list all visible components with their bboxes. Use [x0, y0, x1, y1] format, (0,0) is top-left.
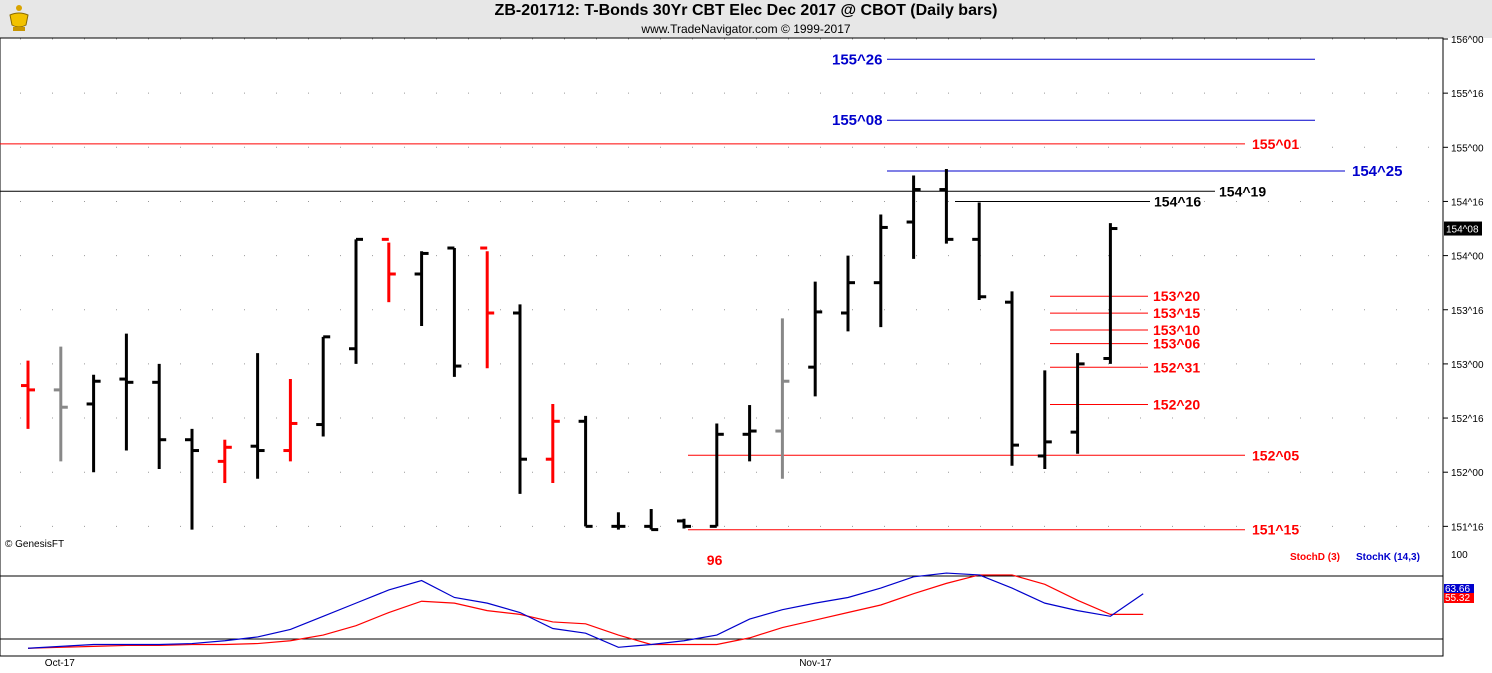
ohlc-bars	[21, 168, 1118, 532]
chart-labels: © GenesisFT 96 154^08	[5, 221, 1482, 568]
stoch-value-box	[1444, 584, 1474, 594]
ohlc-bar	[250, 353, 265, 479]
stoch-legend-label: StochD (3)	[1290, 552, 1340, 563]
ohlc-bar	[742, 405, 757, 462]
ohlc-bar	[1005, 291, 1019, 466]
watermark: © GenesisFT	[5, 539, 64, 550]
ohlc-bar	[86, 374, 101, 473]
stoch-value-box	[1444, 593, 1474, 603]
ohlc-bar	[808, 281, 823, 397]
ohlc-bar	[316, 335, 331, 437]
ohlc-bar	[480, 246, 495, 369]
ohlc-bar	[644, 509, 659, 532]
level-label: 155^26	[832, 51, 882, 68]
x-tick-label: Oct-17	[45, 658, 75, 669]
ohlc-bar	[381, 237, 396, 303]
stoch-value-label: 63.66	[1445, 584, 1470, 595]
level-label: 154^19	[1219, 183, 1266, 199]
y-tick-label: 155^00	[1451, 143, 1484, 154]
chart-subtitle: www.TradeNavigator.com © 1999-2017	[641, 22, 851, 36]
last-price-label: 154^08	[1446, 225, 1479, 236]
y-tick-label: 153^16	[1451, 306, 1484, 317]
y-tick-label: 155^16	[1451, 89, 1484, 100]
x-tick-label: Nov-17	[799, 658, 832, 669]
ohlc-bar	[119, 333, 134, 451]
level-label: 151^15	[1252, 522, 1299, 538]
stoch-line	[27, 574, 1144, 649]
ohlc-bar	[841, 255, 855, 332]
level-label: 152^31	[1153, 359, 1200, 375]
y-tick-label: 151^16	[1451, 522, 1484, 533]
last-price-box	[1444, 221, 1482, 236]
stoch-line	[27, 572, 1144, 649]
level-label: 153^06	[1153, 336, 1200, 352]
y-tick-label: 154^00	[1451, 252, 1484, 263]
stoch-y-tick-label: 100	[1451, 550, 1468, 561]
ohlc-bar	[513, 304, 527, 494]
ohlc-bar	[283, 379, 298, 462]
ohlc-bar	[349, 237, 363, 364]
ohlc-bar	[217, 439, 232, 484]
level-label: 153^15	[1153, 305, 1200, 321]
ohlc-bar	[775, 318, 790, 479]
ohlc-bar	[873, 214, 888, 328]
annotation-label: 96	[707, 552, 723, 568]
level-label: 153^20	[1153, 288, 1200, 304]
ohlc-bar	[185, 428, 199, 530]
ohlc-bar	[972, 202, 987, 301]
y-tick-label: 156^00	[1451, 35, 1484, 46]
ohlc-bar	[152, 363, 167, 469]
y-tick-label: 152^00	[1451, 468, 1484, 479]
ohlc-bar	[611, 512, 626, 530]
ohlc-bar	[578, 415, 593, 528]
ohlc-bar	[939, 168, 954, 244]
level-label: 155^01	[1252, 136, 1299, 152]
level-label: 153^10	[1153, 322, 1200, 338]
level-label: 152^20	[1153, 397, 1200, 413]
axes: 156^00 155^16 155^00 154^16 154^00 153^16 153^…	[0, 35, 1484, 669]
ohlc-bar	[1037, 370, 1052, 469]
horizontal-levels: 155^26 155^08 155^01 154^25 154^19 154^16 153^…	[0, 51, 1402, 538]
chart-header: ZB-201712: T-Bonds 30Yr CBT Elec Dec 201…	[0, 0, 1492, 38]
level-label: 155^08	[832, 112, 882, 129]
level-label: 154^16	[1154, 193, 1201, 209]
level-label: 152^05	[1252, 447, 1299, 463]
ohlc-bar	[414, 251, 429, 326]
ohlc-bar	[53, 346, 68, 462]
grid	[20, 38, 1440, 527]
y-tick-label: 152^16	[1451, 414, 1484, 425]
ohlc-bar	[21, 360, 35, 429]
ohlc-bar	[447, 246, 462, 377]
level-label: 154^25	[1352, 163, 1402, 180]
ohlc-bar	[906, 175, 921, 259]
ohlc-bar	[1070, 353, 1085, 454]
chart-title: ZB-201712: T-Bonds 30Yr CBT Elec Dec 201…	[494, 2, 998, 19]
ohlc-bar	[709, 423, 724, 528]
ohlc-bar	[1103, 223, 1118, 364]
ohlc-bar	[677, 518, 691, 529]
ohlc-bar	[545, 403, 560, 484]
stoch-legend-label: StochK (14,3)	[1356, 552, 1420, 563]
y-tick-label: 153^00	[1451, 360, 1484, 371]
stoch-value-label: 55.32	[1445, 593, 1470, 604]
y-tick-label: 154^16	[1451, 197, 1484, 208]
trophy-icon	[9, 5, 29, 31]
